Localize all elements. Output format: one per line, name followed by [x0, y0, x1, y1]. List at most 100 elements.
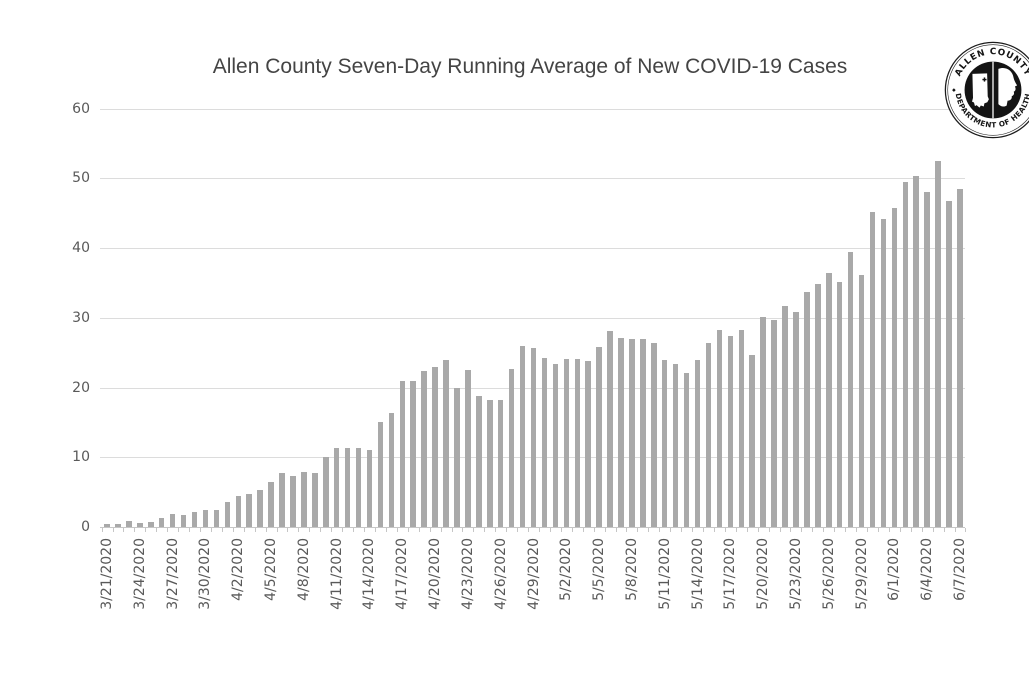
- bar: [880, 218, 887, 527]
- x-tick-label: 5/11/2020: [656, 538, 673, 610]
- bar: [618, 338, 624, 527]
- x-axis-tick: [167, 528, 169, 532]
- x-axis-tick: [221, 528, 223, 532]
- bar: [847, 251, 854, 527]
- bar: [629, 339, 635, 527]
- x-axis-tick: [374, 528, 376, 532]
- bar: [454, 387, 460, 527]
- allen-county-health-department-seal-logo: ALLEN COUNTY DEPARTMENT OF HEALTH: [944, 41, 1029, 139]
- bar: [705, 342, 712, 527]
- bar: [333, 448, 340, 527]
- x-tick-label: 4/23/2020: [459, 538, 476, 610]
- x-axis-tick: [178, 528, 180, 532]
- bar: [279, 473, 285, 527]
- bar: [727, 335, 733, 527]
- x-axis-tick: [232, 528, 234, 532]
- bar: [541, 358, 548, 527]
- bar: [213, 509, 220, 527]
- y-tick-label: 60: [72, 100, 90, 117]
- x-axis-tick: [134, 528, 136, 532]
- chart-title: Allen County Seven-Day Running Average o…: [212, 55, 848, 78]
- x-tick-label: 3/30/2020: [197, 538, 214, 610]
- x-axis-tick: [965, 528, 967, 532]
- x-tick-label: 5/8/2020: [623, 538, 640, 601]
- x-axis-tick: [823, 528, 825, 532]
- x-axis-tick: [199, 528, 201, 532]
- x-axis-tick: [396, 528, 398, 532]
- bar: [268, 482, 274, 527]
- bar: [738, 330, 744, 527]
- x-axis-tick: [703, 528, 704, 532]
- y-tick-label: 20: [72, 379, 90, 396]
- x-axis-tick: [659, 528, 661, 532]
- bar: [487, 400, 493, 527]
- bar: [148, 522, 154, 527]
- x-axis-tick: [779, 528, 781, 532]
- fort-wayne-marker-icon: [982, 77, 987, 82]
- bar: [935, 160, 941, 527]
- x-axis-tick: [462, 528, 464, 532]
- x-axis-tick: [757, 528, 759, 532]
- bar: [596, 347, 602, 527]
- x-tick-label: 3/21/2020: [99, 538, 115, 610]
- x-axis-tick: [101, 528, 103, 532]
- x-axis-tick: [407, 528, 409, 532]
- x-axis-tick: [112, 528, 114, 532]
- bar: [290, 476, 296, 527]
- x-tick-label: 5/2/2020: [558, 538, 575, 601]
- x-axis-tick: [385, 528, 387, 532]
- x-tick-label: 5/26/2020: [820, 538, 837, 610]
- x-axis-tick: [495, 528, 497, 532]
- y-tick-label: 50: [72, 170, 90, 187]
- bar: [202, 509, 209, 527]
- bar: [793, 311, 799, 527]
- bar: [574, 358, 580, 527]
- bar: [913, 175, 919, 527]
- x-axis-tick: [320, 528, 322, 532]
- bar: [771, 319, 777, 527]
- x-axis-tick: [856, 528, 857, 532]
- gridline: [100, 317, 965, 319]
- x-axis-tick: [888, 528, 890, 532]
- bar: [836, 282, 843, 527]
- x-axis-tick: [867, 528, 868, 532]
- bar: [137, 522, 143, 527]
- x-axis-tick: [626, 528, 628, 532]
- x-tick-label: 4/8/2020: [295, 538, 312, 601]
- x-axis-tick: [298, 528, 300, 532]
- gridline: [100, 248, 965, 249]
- x-axis-tick: [899, 528, 901, 532]
- bar: [858, 275, 865, 527]
- bar: [115, 524, 121, 527]
- x-axis-tick: [593, 528, 595, 532]
- x-axis-tick: [648, 528, 650, 532]
- face-profile-icon: [998, 68, 1018, 107]
- x-axis-tick: [834, 528, 836, 532]
- x-tick-label: 3/24/2020: [131, 538, 148, 610]
- bar: [563, 358, 569, 527]
- x-axis-tick: [451, 528, 453, 532]
- bar: [388, 413, 395, 527]
- x-axis-tick: [156, 528, 158, 532]
- x-axis-tick: [429, 528, 431, 532]
- bar: [377, 421, 384, 527]
- x-axis-tick: [145, 528, 147, 532]
- x-axis-tick: [801, 528, 803, 532]
- x-axis-tick: [528, 528, 529, 532]
- x-tick-label: 5/29/2020: [853, 538, 870, 610]
- x-axis-tick: [538, 528, 540, 532]
- bar: [476, 395, 482, 527]
- x-tick-label: 4/26/2020: [492, 538, 509, 610]
- x-axis-tick: [845, 528, 847, 532]
- bar: [410, 380, 416, 527]
- x-axis-tick: [582, 528, 584, 532]
- x-axis-tick: [637, 528, 639, 532]
- x-tick-label: 4/5/2020: [263, 538, 279, 601]
- bar: [169, 514, 176, 527]
- x-axis-tick: [724, 528, 726, 532]
- x-tick-label: 5/5/2020: [591, 538, 608, 601]
- x-axis-tick: [670, 528, 672, 532]
- bar: [465, 370, 471, 527]
- x-tick-label: 5/20/2020: [755, 538, 772, 610]
- x-tick-label: 4/2/2020: [230, 538, 247, 601]
